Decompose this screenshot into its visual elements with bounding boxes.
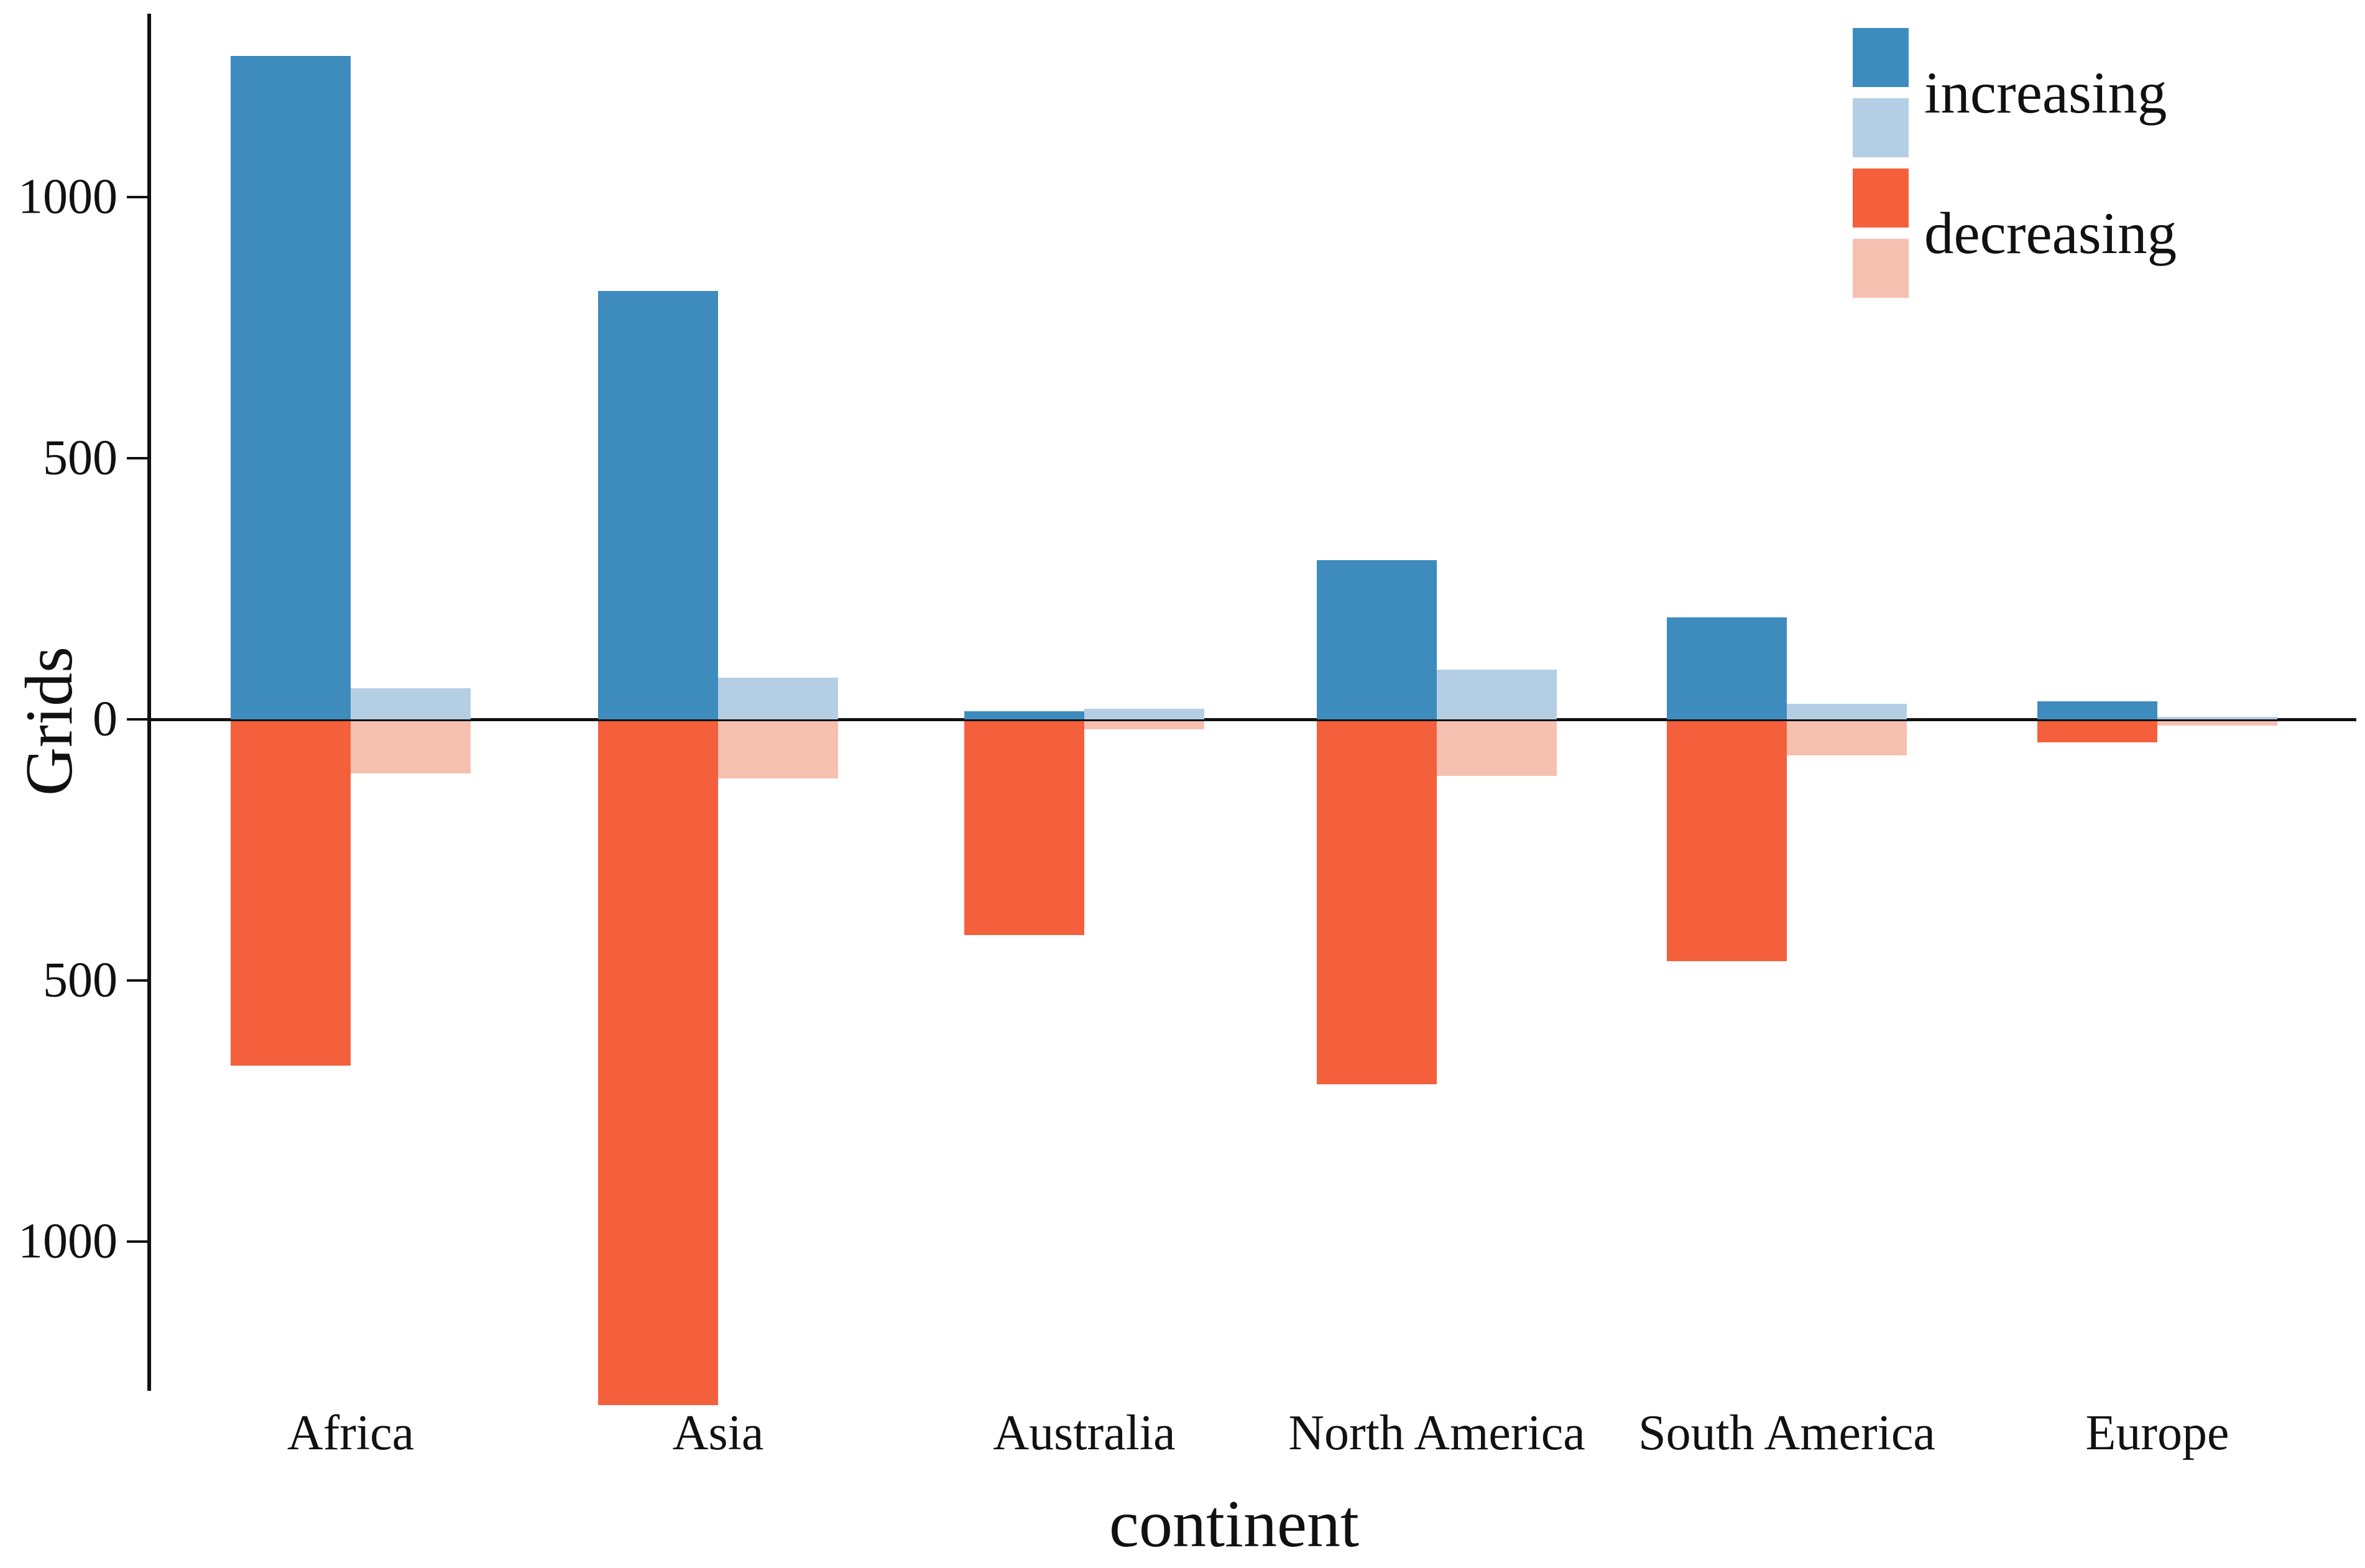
bar-decreasing-light-australia — [1084, 721, 1204, 729]
bar-decreasing-light-south-america — [1787, 721, 1907, 755]
legend-swatch-decreasing-dark — [1853, 168, 1909, 228]
bar-decreasing-asia — [598, 721, 718, 1406]
y-tick-label-4: 1000 — [18, 1214, 118, 1269]
bar-increasing-light-africa — [351, 688, 471, 719]
legend-swatch-decreasing-light — [1853, 239, 1909, 298]
y-tick-label-1: 500 — [43, 430, 118, 486]
zero-baseline — [149, 718, 2356, 721]
x-label-australia: Australia — [993, 1406, 1176, 1460]
bar-increasing-light-europe — [2157, 716, 2277, 719]
legend-swatch-increasing-light — [1853, 98, 1909, 157]
y-tick-label-3: 500 — [43, 952, 118, 1008]
bar-increasing-africa — [231, 56, 351, 719]
bar-decreasing-south-america — [1667, 721, 1787, 962]
bar-decreasing-africa — [231, 721, 351, 1066]
bar-decreasing-europe — [2037, 721, 2157, 742]
x-label-europe: Europe — [2085, 1406, 2229, 1460]
bar-increasing-europe — [2037, 701, 2157, 719]
x-label-north-america: North America — [1288, 1406, 1585, 1460]
bar-decreasing-light-africa — [351, 721, 471, 773]
bar-decreasing-north-america — [1317, 721, 1437, 1084]
bar-increasing-light-north-america — [1437, 670, 1557, 719]
legend-swatch-increasing-dark — [1853, 28, 1909, 87]
bar-increasing-australia — [964, 711, 1084, 719]
y-tick-1 — [127, 457, 149, 459]
x-label-south-america: South America — [1638, 1406, 1935, 1460]
y-tick-0 — [127, 196, 149, 198]
y-axis-line — [147, 14, 151, 1391]
bar-increasing-light-south-america — [1787, 703, 1907, 719]
bar-increasing-north-america — [1317, 560, 1437, 719]
bar-decreasing-light-north-america — [1437, 721, 1557, 777]
bar-increasing-light-australia — [1084, 709, 1204, 719]
y-tick-2 — [127, 718, 149, 721]
bar-increasing-light-asia — [718, 677, 838, 719]
legend-label-decreasing: decreasing — [1924, 200, 2177, 266]
y-axis-title: Grids — [12, 647, 86, 796]
x-label-africa: Africa — [287, 1406, 415, 1460]
bar-increasing-asia — [598, 291, 718, 719]
x-label-asia: Asia — [672, 1406, 764, 1460]
bar-decreasing-australia — [964, 721, 1084, 936]
bar-increasing-south-america — [1667, 617, 1787, 719]
bar-decreasing-light-europe — [2157, 721, 2277, 726]
y-tick-3 — [127, 979, 149, 982]
y-tick-label-0: 1000 — [18, 169, 118, 224]
y-tick-4 — [127, 1240, 149, 1243]
y-tick-label-2: 0 — [93, 691, 118, 747]
legend-label-increasing: increasing — [1924, 60, 2167, 126]
bar-decreasing-light-asia — [718, 721, 838, 779]
x-axis-title: continent — [1109, 1487, 1359, 1561]
